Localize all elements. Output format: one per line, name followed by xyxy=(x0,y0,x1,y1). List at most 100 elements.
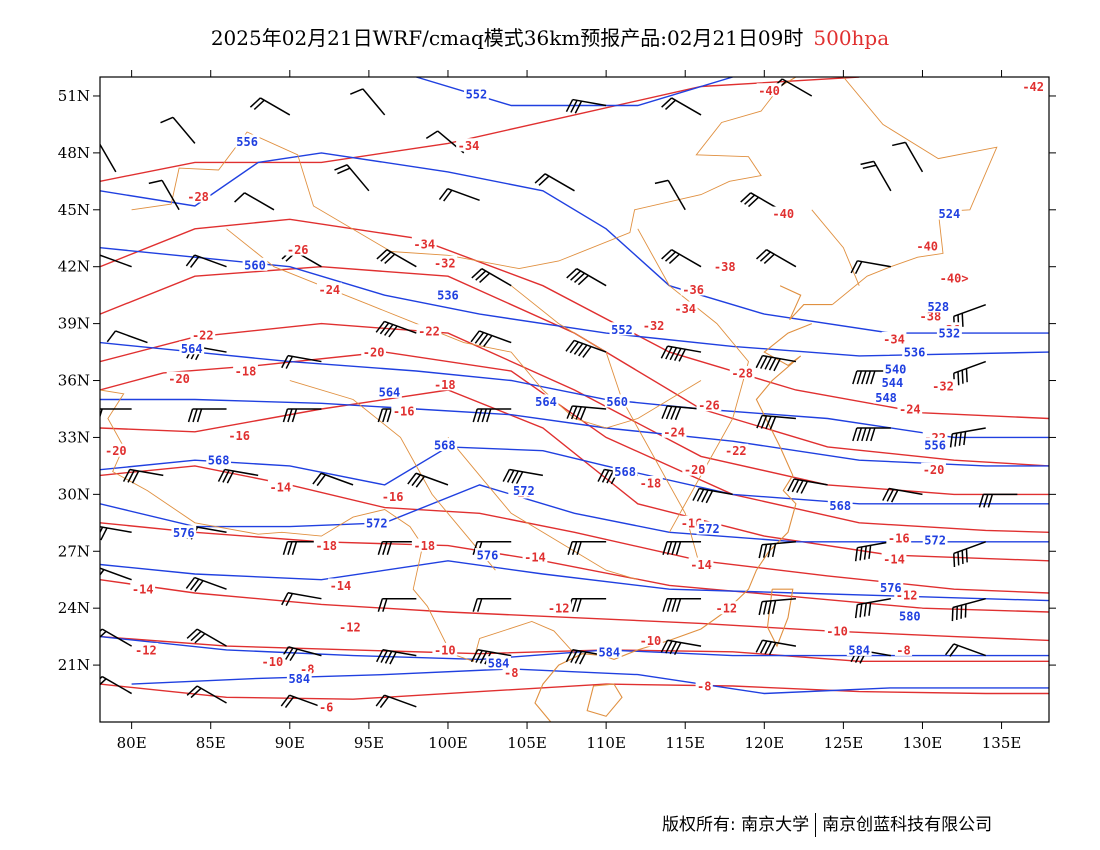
temperature-label-bg xyxy=(328,578,353,592)
wind-barb-staff xyxy=(320,472,354,486)
wind-barb-feather xyxy=(389,651,397,665)
wind-barb-feather xyxy=(854,261,863,275)
lat-tick-label: 27N xyxy=(58,542,90,560)
temperature-label: -24 xyxy=(899,402,921,416)
temperature-label-bg xyxy=(723,443,749,457)
height-label-bg xyxy=(364,515,390,529)
wind-barb-feather xyxy=(767,543,772,558)
temperature-label-bg xyxy=(881,331,907,345)
wind-barb-feather xyxy=(958,432,962,446)
wind-barb-staff xyxy=(667,405,702,410)
wind-barb-feather xyxy=(334,164,348,171)
wind-barb-feather xyxy=(194,580,204,592)
wind-barb xyxy=(186,628,227,647)
wind-barb-feather xyxy=(100,568,101,569)
wind-barb xyxy=(692,487,733,504)
wind-barb-staff xyxy=(953,360,986,374)
height-label-bg xyxy=(873,390,899,404)
wind-barb-feather xyxy=(769,416,777,430)
temperature-isotherm xyxy=(100,465,1049,594)
temperature-label: -40 xyxy=(772,207,794,221)
wind-barb-feather xyxy=(957,551,960,566)
lon-tick-label: 85E xyxy=(196,734,226,752)
wind-barb-feather xyxy=(471,268,483,279)
temperature-label: -14 xyxy=(132,583,154,597)
wind-barb-feather xyxy=(886,488,895,502)
wind-barb-feather xyxy=(666,541,673,555)
wind-barb-feather xyxy=(382,598,388,612)
height-label: 568 xyxy=(434,439,456,453)
wind-barb-feather xyxy=(291,408,298,423)
wind-barb-staff xyxy=(415,472,449,486)
wind-barb-feather xyxy=(100,630,107,639)
lat-tick-label: 48N xyxy=(58,144,90,162)
wind-barb-staff xyxy=(479,330,512,344)
temperature-label: -20 xyxy=(923,463,945,477)
height-contour xyxy=(100,152,1049,334)
wind-barb-feather xyxy=(987,494,994,508)
temperature-label: -8 xyxy=(896,643,910,657)
temperature-label-bg xyxy=(770,206,796,220)
wind-barb-feather xyxy=(768,642,777,656)
wind-barb-feather xyxy=(870,427,876,442)
wind-barb-feather xyxy=(481,408,487,423)
wind-barb-feather xyxy=(665,99,676,110)
wind-barb-feather xyxy=(281,592,289,606)
wind-barb-feather xyxy=(377,408,384,423)
wind-barb-feather xyxy=(148,179,163,185)
temperature-label: -40 xyxy=(758,84,780,98)
wind-barb-feather xyxy=(764,356,772,370)
wind-barb xyxy=(951,597,986,622)
wind-barb xyxy=(944,643,986,657)
wind-barb-staff xyxy=(576,268,607,287)
wind-barb-staff xyxy=(115,330,148,344)
temperature-label: -12 xyxy=(339,621,361,635)
wind-barb-feather xyxy=(791,479,800,493)
temperature-label: -16 xyxy=(228,429,250,443)
wind-barb-feather xyxy=(669,641,678,655)
temperature-label: -28 xyxy=(187,190,209,204)
wind-barb-staff xyxy=(447,187,480,202)
wind-barb-feather xyxy=(472,408,478,423)
height-label-bg xyxy=(878,580,904,594)
height-label-bg xyxy=(596,644,622,658)
lon-tick-label: 105E xyxy=(507,734,547,752)
wind-barb-feather xyxy=(852,370,858,385)
height-contours xyxy=(100,77,1049,695)
wind-barb-feather xyxy=(859,546,863,561)
wind-barb-feather xyxy=(100,569,105,577)
wind-barb-feather xyxy=(377,541,384,555)
wind-barb-feather xyxy=(597,469,605,482)
wind-barb-feather xyxy=(762,601,768,615)
wind-barb-feather xyxy=(696,488,705,502)
wind-barb xyxy=(566,405,607,421)
height-label-bg xyxy=(696,521,722,535)
temperature-label-bg xyxy=(432,642,458,656)
wind-barb xyxy=(407,472,449,488)
temperature-label-bg xyxy=(680,282,706,296)
wind-barb-feather xyxy=(957,371,960,386)
wind-barb xyxy=(854,541,891,562)
height-label: 544 xyxy=(882,376,904,390)
temperature-label: -34 xyxy=(674,302,696,316)
lat-tick-label: 24N xyxy=(58,599,90,617)
wind-barb xyxy=(334,164,370,192)
height-label-bg xyxy=(936,326,962,340)
lat-tick-label: 30N xyxy=(58,485,90,503)
wind-barb-feather xyxy=(511,470,519,484)
footer-copyright: 版权所有: 南京大学 xyxy=(662,815,810,835)
wind-barb xyxy=(375,320,417,338)
wind-barb xyxy=(377,541,417,555)
wind-barb-feather xyxy=(961,370,964,384)
temperature-label: -18 xyxy=(640,476,662,490)
temperature-label-bg xyxy=(894,642,913,656)
wind-barb xyxy=(953,360,986,387)
wind-barb-feather xyxy=(285,647,294,660)
wind-barb xyxy=(949,427,986,448)
wind-barb-feather xyxy=(289,648,298,662)
temperature-label: -14 xyxy=(269,480,291,494)
wind-barb-feather xyxy=(675,541,682,555)
temperature-label-bg xyxy=(380,489,406,503)
wind-barb-feather xyxy=(892,141,906,147)
wind-barb-feather xyxy=(478,333,489,346)
